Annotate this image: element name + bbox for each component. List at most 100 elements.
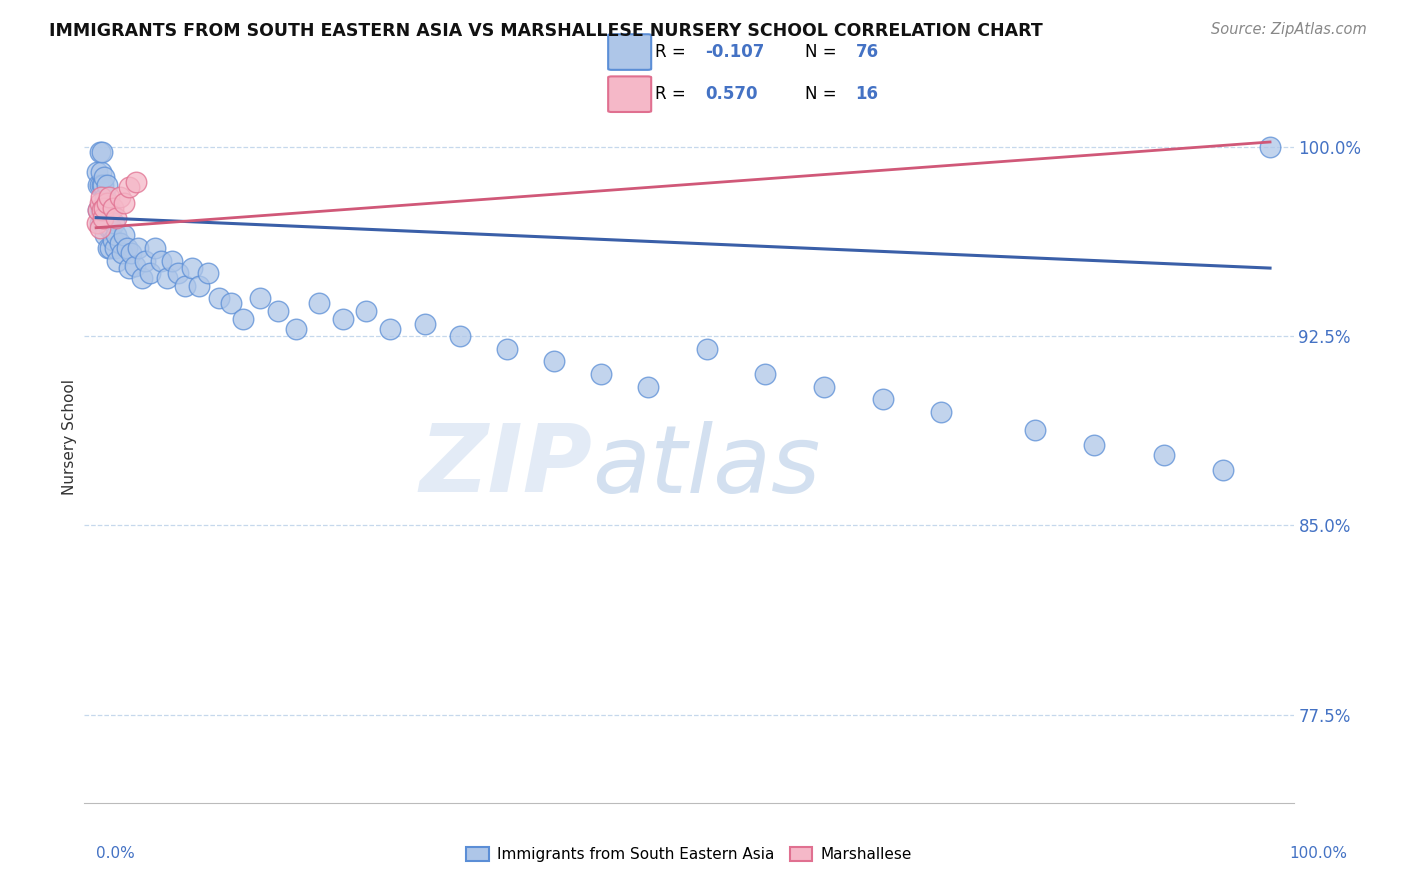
Point [127,241,149,255]
Point [112,195,135,210]
Point [267,304,290,318]
Point [101,201,124,215]
Point [308,296,330,310]
Point [100,220,122,235]
Text: N =: N = [806,86,842,103]
Point [94,228,117,243]
Text: Source: ZipAtlas.com: Source: ZipAtlas.com [1211,22,1367,37]
Point [89,195,111,210]
Text: 100.0%: 100.0% [1289,847,1347,861]
Point [332,311,354,326]
Point [872,392,894,407]
Point [93,170,115,185]
Point [93,201,115,215]
Point [174,278,197,293]
Point [105,211,128,225]
Point [449,329,471,343]
Text: 0.0%: 0.0% [96,847,135,861]
Text: ZIP: ZIP [419,420,592,512]
Point [197,266,219,280]
Point [1083,437,1105,451]
Text: 0.570: 0.570 [704,86,758,103]
Point [754,367,776,381]
Point [89,220,111,235]
Point [91,145,114,159]
Point [637,379,659,393]
Point [101,233,124,247]
Text: R =: R = [655,86,690,103]
Point [118,180,141,194]
Text: -0.107: -0.107 [704,43,765,61]
Point [543,354,565,368]
Point [496,342,519,356]
Point [97,203,120,218]
Point [118,261,141,276]
Point [354,304,377,318]
Point [86,165,108,179]
Point [104,241,127,255]
Point [284,321,307,335]
Point [1024,423,1046,437]
Point [120,246,142,260]
Point [103,216,125,230]
Point [696,342,718,356]
Point [162,253,184,268]
Point [98,241,121,255]
Point [96,216,118,230]
Point [87,203,110,218]
Point [93,203,115,218]
Y-axis label: Nursery School: Nursery School [62,379,77,495]
Point [89,178,111,192]
Point [98,203,121,218]
Point [813,379,835,393]
Point [378,321,401,335]
Point [91,178,114,192]
Point [249,291,271,305]
Point [86,216,108,230]
Text: 76: 76 [855,43,879,61]
Point [413,317,436,331]
Point [1153,448,1175,462]
Point [91,178,114,192]
Point [89,145,111,159]
FancyBboxPatch shape [609,77,651,112]
Point [91,203,114,218]
Point [90,203,112,218]
Point [115,241,138,255]
Point [91,216,114,230]
Point [1212,463,1234,477]
Point [105,253,128,268]
Point [139,266,162,280]
Point [94,190,117,204]
Point [208,291,231,305]
Point [91,211,114,225]
Point [98,190,121,204]
Point [90,165,112,179]
Point [98,220,121,235]
Point [134,253,156,268]
Point [155,271,177,285]
Point [108,235,131,250]
Point [87,178,110,192]
Point [105,228,128,243]
Point [112,228,135,243]
Point [167,266,190,280]
Point [111,246,134,260]
Point [108,190,131,204]
Text: 16: 16 [855,86,879,103]
Point [90,190,112,204]
Point [931,405,953,419]
Point [1258,140,1281,154]
Point [149,253,172,268]
Text: IMMIGRANTS FROM SOUTH EASTERN ASIA VS MARSHALLESE NURSERY SCHOOL CORRELATION CHA: IMMIGRANTS FROM SOUTH EASTERN ASIA VS MA… [49,22,1043,40]
Text: atlas: atlas [592,421,821,512]
Point [143,241,166,255]
FancyBboxPatch shape [609,34,651,70]
Point [97,241,120,255]
Point [96,195,118,210]
Point [232,311,254,326]
Point [219,296,242,310]
Point [124,259,146,273]
Point [131,271,153,285]
Point [89,216,111,230]
